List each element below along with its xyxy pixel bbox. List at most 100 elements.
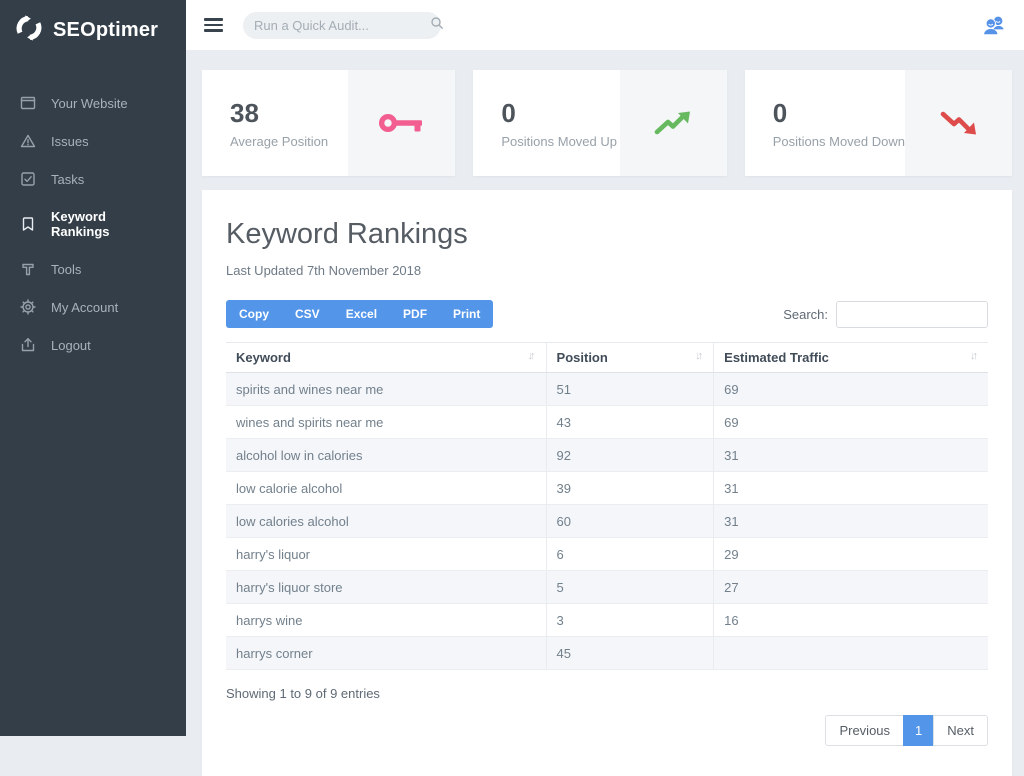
sidebar-item-your-website[interactable]: Your Website	[0, 84, 186, 122]
keyword-cell: harry's liquor	[226, 537, 547, 571]
position-cell: 43	[545, 405, 714, 439]
sidebar-item-tools[interactable]: Tools	[0, 250, 186, 288]
stat-cards: 38 Average Position 0 Positions Moved Up	[202, 70, 1012, 176]
column-header-position[interactable]: Position ↓↑	[545, 342, 714, 373]
users-icon[interactable]	[982, 14, 1006, 36]
print-button[interactable]: Print	[440, 300, 494, 328]
sidebar-item-keyword-rankings[interactable]: Keyword Rankings	[0, 198, 186, 250]
keyword-cell: alcohol low in calories	[226, 438, 547, 472]
stat-label: Average Position	[230, 133, 329, 149]
stat-value: 38	[230, 97, 259, 128]
table-row[interactable]: alcohol low in calories 92 31	[226, 438, 988, 472]
logo[interactable]: SEOptimer	[0, 0, 186, 56]
previous-page-button[interactable]: Previous	[825, 715, 905, 746]
table-row[interactable]: low calories alcohol 60 31	[226, 504, 988, 538]
stat-card-positions-moved-down: 0 Positions Moved Down	[744, 70, 1012, 176]
traffic-cell: 31	[713, 438, 988, 472]
table-row[interactable]: wines and spirits near me 43 69	[226, 405, 988, 439]
quick-audit-search[interactable]	[243, 11, 444, 39]
sidebar-item-tasks[interactable]: Tasks	[0, 160, 186, 198]
stat-label: Positions Moved Down	[772, 133, 905, 149]
position-cell: 39	[545, 471, 714, 505]
sidebar-item-label: Tools	[51, 261, 82, 277]
traffic-cell	[713, 636, 988, 670]
copy-button[interactable]: Copy	[226, 300, 282, 328]
sidebar-item-label: My Account	[51, 299, 119, 315]
stat-card-average-position: 38 Average Position	[202, 70, 456, 176]
table-row[interactable]: harry's liquor 6 29	[226, 537, 988, 571]
account-gear-icon	[20, 299, 36, 315]
pagination: Previous 1 Next	[226, 715, 988, 746]
last-updated-text: Last Updated 7th November 2018	[226, 263, 422, 278]
column-header-estimated-traffic[interactable]: Estimated Traffic ↓↑	[713, 342, 988, 373]
column-header-keyword[interactable]: Keyword ↓↑	[226, 342, 547, 373]
pdf-button[interactable]: PDF	[390, 300, 441, 328]
trending-down-icon	[905, 70, 1012, 176]
table-info: Showing 1 to 9 of 9 entries	[226, 686, 380, 701]
sort-icon[interactable]: ↓↑	[695, 350, 703, 362]
main-area: 38 Average Position 0 Positions Moved Up	[186, 0, 1024, 776]
next-page-button[interactable]: Next	[933, 715, 988, 746]
content: 38 Average Position 0 Positions Moved Up	[186, 50, 1024, 776]
quick-audit-input[interactable]	[254, 17, 430, 33]
traffic-cell: 69	[713, 405, 988, 439]
menu-toggle-icon[interactable]	[202, 14, 225, 36]
sidebar-item-logout[interactable]: Logout	[0, 326, 186, 364]
tools-hammer-icon	[20, 261, 36, 277]
sidebar: SEOptimer Your Website Issues Tasks Keyw…	[0, 0, 186, 736]
sidebar-nav: Your Website Issues Tasks Keyword Rankin…	[0, 56, 186, 364]
stat-label: Positions Moved Up	[501, 133, 617, 149]
table-row[interactable]: low calorie alcohol 39 31	[226, 471, 988, 505]
traffic-cell: 29	[713, 537, 988, 571]
sort-icon[interactable]: ↓↑	[527, 350, 536, 362]
keyword-cell: wines and spirits near me	[226, 405, 547, 439]
traffic-cell: 27	[713, 570, 988, 604]
issues-warning-icon	[20, 133, 36, 149]
table-search-label: Search:	[783, 306, 828, 322]
table-row[interactable]: harrys wine 3 16	[226, 603, 988, 637]
csv-button[interactable]: CSV	[282, 300, 333, 328]
key-icon	[348, 70, 456, 176]
sort-icon[interactable]: ↓↑	[970, 350, 978, 362]
topbar	[186, 0, 1024, 50]
table-row[interactable]: spirits and wines near me 51 69	[226, 372, 988, 406]
position-cell: 5	[545, 570, 714, 604]
logout-icon	[20, 337, 36, 353]
stat-card-positions-moved-up: 0 Positions Moved Up	[473, 70, 727, 176]
excel-button[interactable]: Excel	[332, 300, 391, 328]
position-cell: 6	[545, 537, 714, 571]
sidebar-item-label: Logout	[51, 337, 91, 353]
keyword-rankings-table: Keyword ↓↑ Position ↓↑ Estimated Traffic ↓↑…	[226, 342, 988, 670]
website-icon	[20, 95, 36, 111]
table-search-input[interactable]	[836, 300, 988, 328]
keyword-cell: low calories alcohol	[226, 504, 547, 538]
sidebar-item-label: Issues	[51, 133, 89, 149]
keyword-cell: harrys wine	[226, 603, 547, 637]
traffic-cell: 31	[713, 471, 988, 505]
table-toolbar: Copy CSV Excel PDF Print Search:	[226, 300, 988, 328]
keyword-rankings-icon	[20, 216, 36, 232]
keyword-cell: harry's liquor store	[226, 570, 547, 604]
export-button-group: Copy CSV Excel PDF Print	[226, 300, 494, 328]
position-cell: 60	[545, 504, 714, 538]
table-header-row: Keyword ↓↑ Position ↓↑ Estimated Traffic ↓↑	[226, 342, 988, 373]
sidebar-item-issues[interactable]: Issues	[0, 122, 186, 160]
stat-value: 0	[501, 97, 516, 128]
sidebar-item-label: Your Website	[51, 95, 128, 111]
search-icon	[430, 16, 444, 35]
table-row[interactable]: harrys corner 45	[226, 636, 988, 670]
stat-value: 0	[772, 97, 788, 128]
traffic-cell: 31	[713, 504, 988, 538]
position-cell: 92	[545, 438, 714, 472]
position-cell: 51	[545, 372, 714, 406]
keyword-cell: harrys corner	[226, 636, 547, 670]
tasks-check-icon	[20, 171, 36, 187]
page-1-button[interactable]: 1	[903, 715, 935, 746]
app-title: SEOptimer	[53, 19, 159, 41]
sidebar-item-my-account[interactable]: My Account	[0, 288, 186, 326]
position-cell: 3	[545, 603, 714, 637]
table-row[interactable]: harry's liquor store 5 27	[226, 570, 988, 604]
keyword-rankings-panel: Keyword Rankings Last Updated 7th Novemb…	[202, 190, 1012, 776]
keyword-cell: low calorie alcohol	[226, 471, 547, 505]
page-title: Keyword Rankings	[226, 218, 468, 250]
